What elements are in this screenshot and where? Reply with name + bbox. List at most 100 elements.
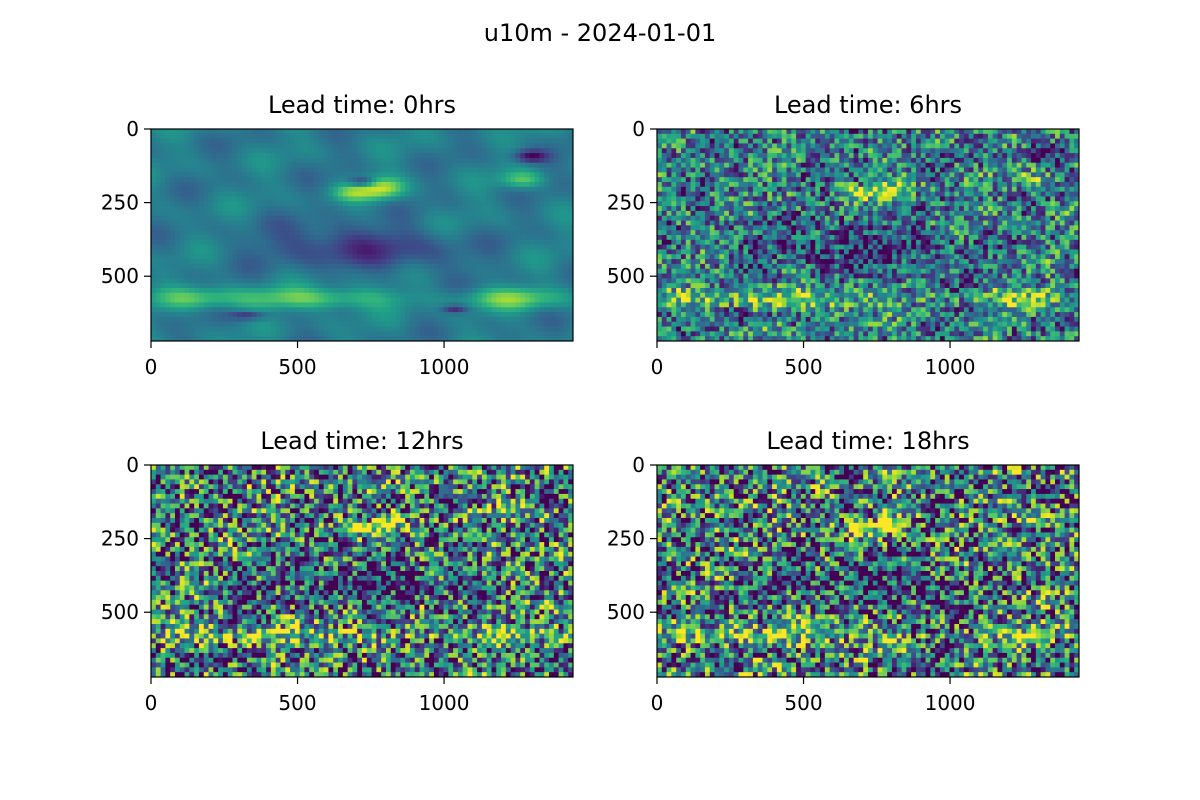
heatmap-cell [534,316,540,323]
heatmap-cell [462,307,468,313]
heatmap-cell [160,220,166,226]
heatmap-cell [752,148,759,154]
heatmap-cell [352,283,358,289]
heatmap-cell [453,259,459,265]
heatmap-cell [266,321,272,327]
heatmap-cell [486,201,492,207]
heatmap-cell [882,133,888,140]
heatmap-cell [786,143,792,149]
heatmap-cell [338,297,344,303]
heatmap-cell [381,186,387,193]
heatmap-cell [472,268,478,274]
heatmap-cell [314,288,320,294]
heatmap-cell [323,263,329,270]
heatmap-cell [318,259,325,265]
heatmap-cell [844,177,850,183]
heatmap-cell [925,138,931,144]
heatmap-cell [767,157,773,164]
heatmap-cell [266,196,272,202]
heatmap-cell [714,182,720,188]
heatmap-cell [400,148,406,154]
heatmap-cell [462,321,468,327]
heatmap-cell [457,201,464,207]
heatmap-cell [515,129,521,135]
heatmap-cell [486,307,492,313]
heatmap-cell [309,167,315,173]
heatmap-cell [1059,167,1066,173]
heatmap-cell [371,172,377,178]
heatmap-cell [1059,172,1066,178]
heatmap-cell [438,302,444,308]
heatmap-cell [1045,138,1051,144]
heatmap-cell [294,321,301,327]
heatmap-cell [174,215,181,221]
heatmap-cell [390,321,396,327]
heatmap-cell [309,263,315,270]
heatmap-cell [496,138,502,144]
heatmap-cell [198,331,205,337]
heatmap-cell [776,162,783,168]
heatmap-cell [805,186,811,193]
heatmap-cell [304,191,310,197]
heatmap-cell [275,157,281,164]
heatmap-cell [333,182,339,188]
heatmap-cell [352,177,358,183]
heatmap-cell [151,326,157,332]
heatmap-cell [256,148,262,154]
heatmap-cell [743,167,749,173]
heatmap-cell [491,331,497,337]
heatmap-cell [1035,129,1042,135]
heatmap-cell [198,196,205,202]
heatmap-cell [429,235,435,241]
heatmap-cell [318,283,325,289]
heatmap-cell [203,220,209,226]
heatmap-cell [1021,182,1027,188]
heatmap-cell [563,331,569,337]
heatmap-cell [486,263,492,270]
heatmap-cell [362,153,368,159]
heatmap-cell [1016,133,1022,140]
heatmap-cell [462,249,468,255]
heatmap-cell [218,263,224,270]
heatmap-cell [776,186,783,193]
heatmap-cell [695,186,701,193]
heatmap-cell [208,239,214,246]
heatmap-cell [414,210,420,217]
heatmap-cell [266,297,272,303]
heatmap-cell [280,143,286,149]
heatmap-cell [160,201,166,207]
heatmap-cell [529,268,536,274]
heatmap-cell [203,259,209,265]
heatmap-cell [323,201,329,207]
heatmap-cell [409,331,416,337]
heatmap-cell [791,186,797,193]
heatmap-cell [920,157,926,164]
heatmap-cell [563,162,569,168]
heatmap-cell [457,244,464,250]
heatmap-cell [218,307,224,313]
heatmap-cell [222,273,229,279]
heatmap-cell [160,302,166,308]
heatmap-cell [155,129,161,135]
heatmap-cell [558,172,564,178]
heatmap-cell [342,254,349,260]
heatmap-cell [424,239,430,246]
heatmap-cell [486,138,492,144]
heatmap-cell [978,153,984,159]
heatmap-cell [1007,138,1013,144]
heatmap-cell [290,230,296,236]
heatmap-cell [338,244,344,250]
heatmap-cell [371,312,377,318]
heatmap-cell [553,244,560,250]
heatmap-cell [676,133,682,140]
heatmap-cell [501,249,507,255]
heatmap-cell [549,138,555,144]
heatmap-cell [198,162,205,168]
heatmap-cell [304,297,310,303]
heatmap-cell [371,321,377,327]
heatmap-cell [165,148,171,154]
heatmap-cell [462,177,468,183]
heatmap-cell [496,307,502,313]
heatmap-cell [338,191,344,197]
heatmap-cell [987,138,994,144]
